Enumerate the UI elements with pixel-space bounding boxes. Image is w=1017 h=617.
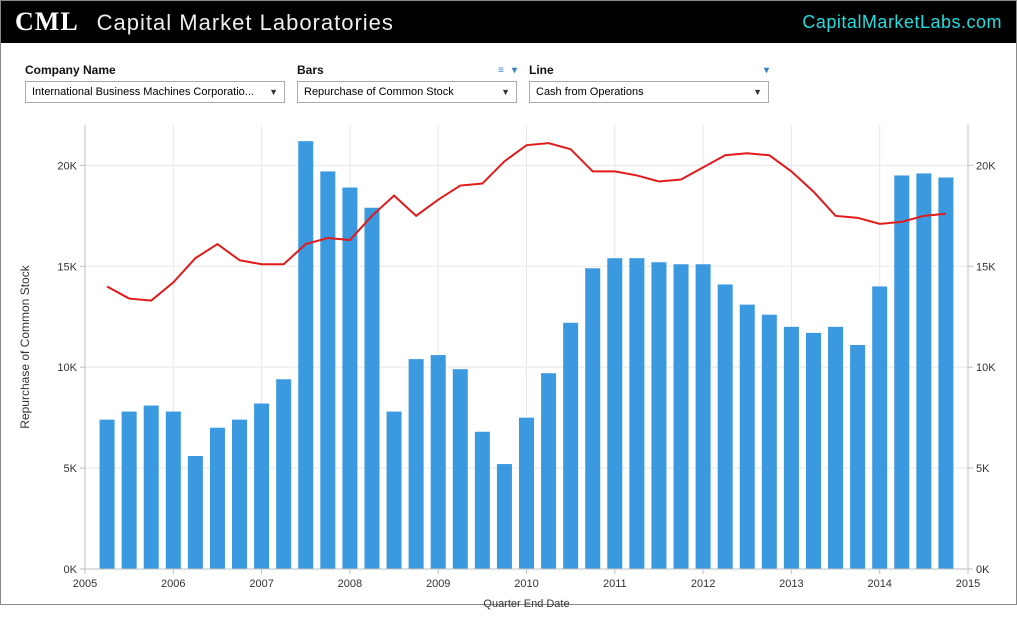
controls-row: Company Name International Business Mach… — [1, 43, 1016, 107]
y-tick-label: 20K — [57, 160, 77, 172]
bar — [166, 412, 181, 569]
x-axis-label: Quarter End Date — [483, 598, 569, 610]
y2-tick-label: 5K — [976, 463, 990, 475]
header-bar: CML Capital Market Laboratories CapitalM… — [1, 1, 1016, 43]
bar — [762, 315, 777, 569]
x-tick-label: 2010 — [514, 578, 538, 590]
y-tick-label: 0K — [64, 564, 78, 576]
line-value: Cash from Operations — [536, 86, 644, 98]
bar — [629, 258, 644, 569]
caret-down-icon: ▼ — [501, 87, 510, 97]
bar — [210, 428, 225, 569]
bar — [916, 173, 931, 569]
bars-label-text: Bars — [297, 63, 324, 77]
company-value: International Business Machines Corporat… — [32, 86, 254, 98]
bar — [475, 432, 490, 569]
bar — [718, 284, 733, 569]
dropdown-icon[interactable]: ▾ — [764, 65, 769, 76]
y2-tick-label: 0K — [976, 564, 990, 576]
line-select[interactable]: Cash from Operations ▼ — [529, 81, 769, 103]
bar — [828, 327, 843, 569]
chart-container: 2005 2006 2007 2008 2009 2010 2011 2012 2013 2014… — [1, 107, 1017, 617]
bar — [232, 420, 247, 569]
bar — [254, 404, 269, 569]
bar — [938, 177, 953, 569]
bar — [541, 373, 556, 569]
bar — [784, 327, 799, 569]
company-select[interactable]: International Business Machines Corporat… — [25, 81, 285, 103]
x-tick-label: 2013 — [779, 578, 803, 590]
bar — [740, 305, 755, 569]
bar — [607, 258, 622, 569]
tagline: Capital Market Laboratories — [97, 10, 394, 36]
caret-down-icon: ▼ — [753, 87, 762, 97]
bar — [122, 412, 137, 569]
x-tick-label: 2008 — [338, 578, 362, 590]
y2-tick-label: 15K — [976, 261, 996, 273]
x-tick-label: 2007 — [249, 578, 273, 590]
header-url[interactable]: CapitalMarketLabs.com — [802, 12, 1002, 33]
bar — [696, 264, 711, 569]
bar — [806, 333, 821, 569]
x-tick-label: 2015 — [956, 578, 980, 590]
x-tick-label: 2006 — [161, 578, 185, 590]
company-label-text: Company Name — [25, 63, 116, 77]
x-tick-label: 2011 — [603, 578, 627, 590]
bar — [872, 286, 887, 569]
bars-label: Bars ≡ ▾ — [297, 63, 517, 77]
y-axis-label: Repurchase of Common Stock — [18, 264, 32, 428]
header-left: CML Capital Market Laboratories — [15, 7, 394, 37]
bar — [188, 456, 203, 569]
y-tick-label: 15K — [57, 261, 77, 273]
bars-value: Repurchase of Common Stock — [304, 86, 454, 98]
y2-tick-label: 10K — [976, 362, 996, 374]
logo: CML — [15, 7, 79, 37]
bar — [364, 208, 379, 569]
list-icon: ≡ — [498, 65, 504, 76]
bar — [409, 359, 424, 569]
bar — [651, 262, 666, 569]
bar — [519, 418, 534, 569]
bar — [298, 141, 313, 569]
x-tick-label: 2009 — [426, 578, 450, 590]
dropdown-icon: ▾ — [512, 65, 517, 76]
bar — [585, 268, 600, 569]
bar — [563, 323, 578, 569]
company-control: Company Name International Business Mach… — [25, 63, 285, 103]
bar — [320, 171, 335, 569]
bar — [342, 188, 357, 569]
bar — [894, 175, 909, 569]
bar — [850, 345, 865, 569]
bar — [453, 369, 468, 569]
line-control: Line ▾ Cash from Operations ▼ — [529, 63, 769, 103]
bars-options-icons[interactable]: ≡ ▾ — [494, 65, 517, 76]
bar — [276, 379, 291, 569]
x-tick-label: 2014 — [867, 578, 891, 590]
bar — [387, 412, 402, 569]
line-label: Line ▾ — [529, 63, 769, 77]
company-label: Company Name — [25, 63, 285, 77]
x-tick-label: 2012 — [691, 578, 715, 590]
x-tick-label: 2005 — [73, 578, 97, 590]
combo-chart: 2005 2006 2007 2008 2009 2010 2011 2012 2013 2014… — [1, 107, 1017, 617]
bar — [431, 355, 446, 569]
caret-down-icon: ▼ — [269, 87, 278, 97]
bar — [497, 464, 512, 569]
bars-control: Bars ≡ ▾ Repurchase of Common Stock ▼ — [297, 63, 517, 103]
y-tick-label: 5K — [64, 463, 78, 475]
bar — [100, 420, 115, 569]
bar — [674, 264, 689, 569]
bars-select[interactable]: Repurchase of Common Stock ▼ — [297, 81, 517, 103]
y2-tick-label: 20K — [976, 160, 996, 172]
y-tick-label: 10K — [57, 362, 77, 374]
bar — [144, 406, 159, 569]
line-label-text: Line — [529, 63, 554, 77]
